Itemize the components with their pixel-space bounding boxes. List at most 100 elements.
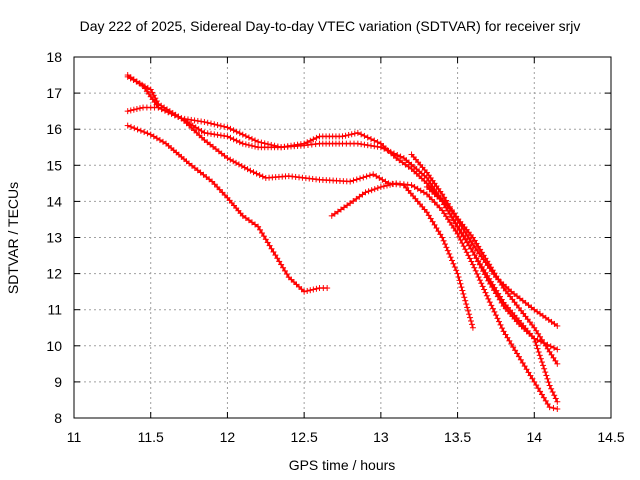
data-point bbox=[439, 191, 446, 198]
data-point bbox=[441, 201, 448, 208]
data-point bbox=[402, 161, 409, 168]
data-point bbox=[517, 356, 524, 363]
data-point bbox=[272, 252, 279, 259]
data-point bbox=[227, 156, 234, 163]
series-3 bbox=[124, 73, 561, 353]
data-point bbox=[492, 312, 499, 319]
data-point bbox=[351, 130, 358, 137]
data-point bbox=[540, 394, 547, 401]
data-point bbox=[137, 127, 144, 134]
data-point bbox=[420, 189, 427, 196]
data-point bbox=[264, 141, 271, 148]
data-point bbox=[261, 140, 268, 147]
data-point bbox=[500, 328, 507, 335]
data-point bbox=[367, 142, 374, 149]
data-point bbox=[508, 340, 515, 347]
data-point bbox=[283, 271, 290, 278]
data-point bbox=[435, 228, 442, 235]
data-point bbox=[362, 189, 369, 196]
data-point bbox=[467, 314, 474, 321]
data-point bbox=[353, 195, 360, 202]
data-point bbox=[545, 379, 552, 386]
data-point bbox=[459, 240, 466, 247]
data-point bbox=[253, 170, 260, 177]
data-point bbox=[280, 264, 287, 271]
data-point bbox=[457, 280, 464, 287]
data-point bbox=[248, 219, 255, 226]
data-point bbox=[268, 245, 275, 252]
data-point bbox=[550, 354, 557, 361]
data-point bbox=[364, 134, 371, 141]
data-point bbox=[439, 198, 446, 205]
data-point bbox=[274, 255, 281, 262]
data-point bbox=[434, 202, 441, 209]
data-point bbox=[358, 131, 365, 138]
data-point bbox=[387, 181, 394, 188]
data-point bbox=[467, 245, 474, 252]
data-point bbox=[485, 295, 492, 302]
data-point bbox=[497, 321, 504, 328]
data-point bbox=[463, 301, 470, 308]
data-point bbox=[211, 121, 218, 128]
data-point bbox=[426, 193, 433, 200]
data-point bbox=[354, 129, 361, 136]
data-point bbox=[456, 277, 463, 284]
data-point bbox=[262, 236, 269, 243]
data-point bbox=[542, 369, 549, 376]
data-point bbox=[165, 109, 172, 116]
data-point bbox=[444, 247, 451, 254]
data-point bbox=[447, 254, 454, 261]
data-point bbox=[147, 131, 154, 138]
data-point bbox=[444, 207, 451, 214]
x-tick-label: 13 bbox=[373, 429, 389, 445]
data-point bbox=[301, 140, 308, 147]
data-point bbox=[495, 318, 502, 325]
data-point bbox=[181, 115, 188, 122]
data-point bbox=[360, 174, 367, 181]
data-point bbox=[478, 280, 485, 287]
data-point bbox=[475, 258, 482, 265]
data-point bbox=[521, 363, 528, 370]
data-point bbox=[377, 183, 384, 190]
data-point bbox=[481, 271, 488, 278]
data-point bbox=[133, 105, 140, 112]
data-point bbox=[502, 331, 509, 338]
data-point bbox=[383, 182, 390, 189]
data-point bbox=[478, 264, 485, 271]
data-point bbox=[216, 186, 223, 193]
data-point bbox=[371, 137, 378, 144]
data-point bbox=[538, 391, 545, 398]
data-point bbox=[287, 142, 294, 149]
data-point bbox=[376, 174, 383, 181]
data-point bbox=[168, 110, 175, 117]
data-point bbox=[492, 290, 499, 297]
data-point bbox=[494, 315, 501, 322]
data-point bbox=[191, 117, 198, 124]
series-1 bbox=[124, 122, 331, 295]
data-point bbox=[471, 252, 478, 259]
data-point bbox=[264, 239, 271, 246]
data-point bbox=[255, 223, 262, 230]
data-point bbox=[242, 133, 249, 140]
data-point bbox=[462, 246, 469, 253]
data-point bbox=[209, 178, 216, 185]
data-point bbox=[469, 324, 476, 331]
data-point bbox=[344, 202, 351, 209]
data-point bbox=[431, 199, 438, 206]
data-point bbox=[217, 132, 224, 139]
data-point bbox=[466, 242, 473, 249]
data-point bbox=[405, 163, 412, 170]
data-point bbox=[297, 141, 304, 148]
data-point bbox=[153, 135, 160, 142]
data-point bbox=[464, 232, 471, 239]
data-point bbox=[451, 264, 458, 271]
data-point bbox=[537, 355, 544, 362]
data-point bbox=[236, 130, 243, 137]
data-point bbox=[270, 248, 277, 255]
data-point bbox=[239, 212, 246, 219]
data-point bbox=[464, 304, 471, 311]
data-point bbox=[425, 212, 432, 219]
data-point bbox=[491, 287, 498, 294]
data-point bbox=[365, 188, 372, 195]
